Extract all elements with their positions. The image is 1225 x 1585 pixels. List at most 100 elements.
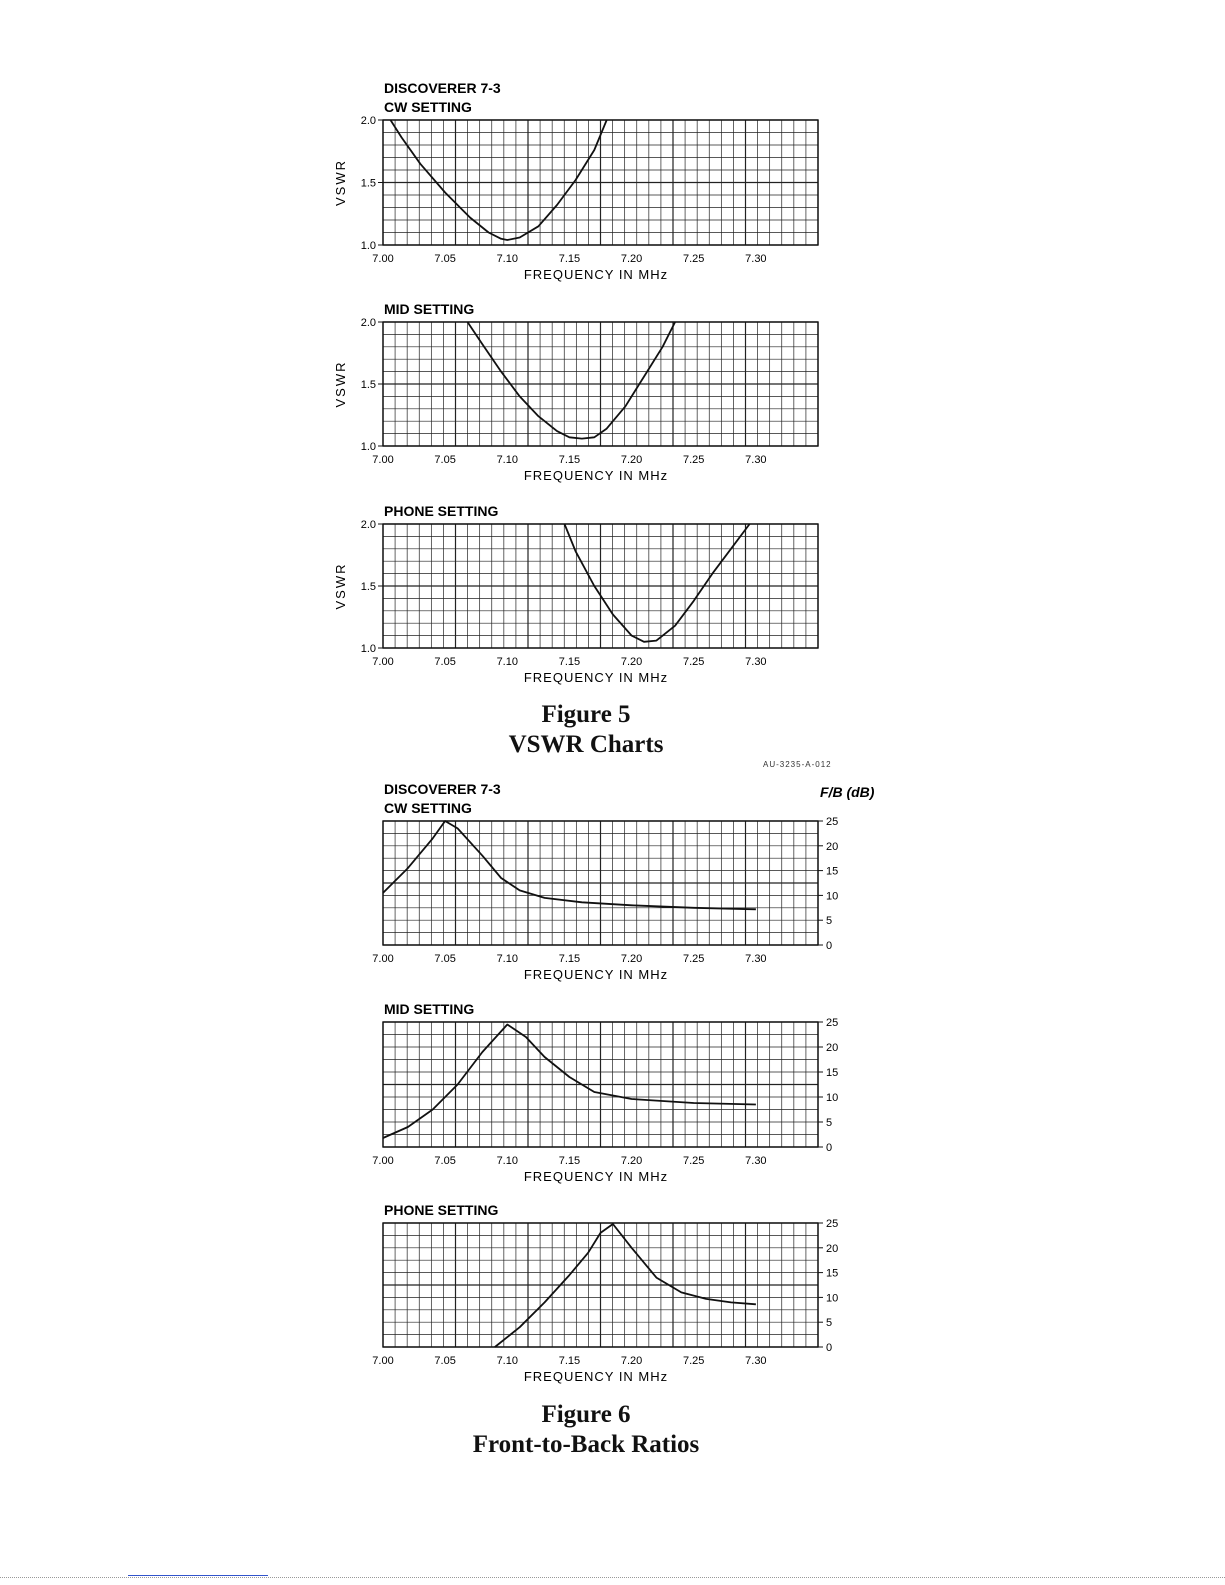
- series-line: [382, 1023, 756, 1139]
- x-tick-label: 7.20: [621, 656, 642, 668]
- y-tick-label: 5: [826, 1117, 832, 1129]
- plot-frame: [382, 820, 819, 946]
- chart-subtitle: PHONE SETTING: [384, 503, 498, 519]
- figure6-caption: Figure 6 Front-to-Back Ratios: [0, 1400, 1172, 1460]
- x-tick-label: 7.25: [683, 1155, 704, 1167]
- x-tick-label: 7.20: [621, 454, 642, 466]
- figure5-caption-number: Figure 5: [541, 701, 631, 728]
- x-tick-label: 7.00: [372, 1355, 393, 1367]
- series-line: [563, 523, 751, 643]
- y-tick-label: 5: [826, 1317, 832, 1329]
- chart-subtitle: MID SETTING: [384, 301, 474, 317]
- y-tick-label: 1.5: [361, 379, 376, 391]
- figure5-caption: Figure 5 VSWR Charts: [0, 700, 1172, 760]
- y-tick-label: 1.0: [361, 240, 376, 252]
- y-tick-label: 1.0: [361, 441, 376, 453]
- y-tick-label: 2.0: [361, 317, 376, 329]
- x-tick-label: 7.25: [683, 656, 704, 668]
- y-tick-label: 15: [826, 866, 838, 878]
- x-tick-label: 7.10: [497, 1355, 518, 1367]
- y-tick-label: 0: [826, 940, 832, 952]
- x-axis-label: FREQUENCY IN MHz: [524, 267, 668, 282]
- y-tick-label: 1.5: [361, 178, 376, 190]
- y-tick-label: 20: [826, 1243, 838, 1255]
- y-axis-label: VSWR: [333, 361, 348, 408]
- x-tick-label: 7.30: [745, 656, 766, 668]
- x-axis-label: FREQUENCY IN MHz: [524, 670, 668, 685]
- figure6-caption-number: Figure 6: [541, 1401, 631, 1428]
- y-tick-label: 25: [826, 1218, 838, 1230]
- y-tick-label: 10: [826, 1092, 838, 1104]
- series-line: [466, 321, 676, 440]
- x-tick-label: 7.10: [497, 454, 518, 466]
- footer-link-underline: [128, 1575, 268, 1576]
- chart-title: DISCOVERER 7-3: [384, 781, 501, 797]
- fb-axis-heading: F/B (dB): [820, 784, 875, 800]
- x-tick-label: 7.00: [372, 656, 393, 668]
- y-tick-label: 2.0: [361, 519, 376, 531]
- chart-subtitle: PHONE SETTING: [384, 1202, 498, 1218]
- x-axis-label: FREQUENCY IN MHz: [524, 1169, 668, 1184]
- y-tick-label: 2.0: [361, 115, 376, 127]
- x-tick-label: 7.10: [497, 656, 518, 668]
- plot-frame: [382, 1222, 819, 1348]
- footer-divider: [0, 1577, 1225, 1578]
- y-tick-label: 15: [826, 1268, 838, 1280]
- y-tick-label: 20: [826, 841, 838, 853]
- y-tick-label: 5: [826, 915, 832, 927]
- x-axis-label: FREQUENCY IN MHz: [524, 1369, 668, 1384]
- y-tick-label: 10: [826, 1292, 838, 1304]
- x-tick-label: 7.20: [621, 953, 642, 965]
- x-axis-label: FREQUENCY IN MHz: [524, 967, 668, 982]
- x-tick-label: 7.30: [745, 1155, 766, 1167]
- x-tick-label: 7.00: [372, 454, 393, 466]
- x-tick-label: 7.25: [683, 454, 704, 466]
- x-tick-label: 7.05: [434, 1355, 455, 1367]
- y-tick-label: 0: [826, 1342, 832, 1354]
- y-axis-label: VSWR: [333, 563, 348, 610]
- x-tick-label: 7.10: [497, 953, 518, 965]
- figure6-caption-title: Front-to-Back Ratios: [472, 1431, 700, 1458]
- x-tick-label: 7.30: [745, 1355, 766, 1367]
- x-tick-label: 7.25: [683, 1355, 704, 1367]
- y-tick-label: 25: [826, 816, 838, 828]
- y-tick-label: 1.5: [361, 581, 376, 593]
- x-tick-label: 7.25: [683, 253, 704, 265]
- chart-title: DISCOVERER 7-3: [384, 80, 501, 96]
- figure5-caption-title: VSWR Charts: [508, 731, 664, 758]
- x-tick-label: 7.15: [559, 953, 580, 965]
- x-tick-label: 7.10: [497, 1155, 518, 1167]
- x-tick-label: 7.00: [372, 253, 393, 265]
- chart-subtitle: MID SETTING: [384, 1001, 474, 1017]
- y-tick-label: 1.0: [361, 643, 376, 655]
- y-tick-label: 25: [826, 1017, 838, 1029]
- chart-subtitle: CW SETTING: [384, 99, 472, 115]
- x-tick-label: 7.05: [434, 253, 455, 265]
- y-axis-label: VSWR: [333, 159, 348, 206]
- x-tick-label: 7.25: [683, 953, 704, 965]
- x-tick-label: 7.05: [434, 656, 455, 668]
- x-tick-label: 7.15: [559, 253, 580, 265]
- series-line: [494, 1223, 756, 1348]
- x-tick-label: 7.15: [559, 656, 580, 668]
- figure5-code: AU-3235-A-012: [763, 760, 832, 769]
- x-axis-label: FREQUENCY IN MHz: [524, 468, 668, 483]
- y-tick-label: 10: [826, 890, 838, 902]
- chart-subtitle: CW SETTING: [384, 800, 472, 816]
- series-line: [389, 119, 608, 241]
- x-tick-label: 7.15: [559, 1155, 580, 1167]
- x-tick-label: 7.00: [372, 953, 393, 965]
- x-tick-label: 7.30: [745, 454, 766, 466]
- plot-frame: [382, 1021, 819, 1148]
- y-tick-label: 0: [826, 1142, 832, 1154]
- x-tick-label: 7.30: [745, 953, 766, 965]
- x-tick-label: 7.05: [434, 454, 455, 466]
- y-tick-label: 20: [826, 1042, 838, 1054]
- x-tick-label: 7.20: [621, 1155, 642, 1167]
- x-tick-label: 7.20: [621, 253, 642, 265]
- x-tick-label: 7.30: [745, 253, 766, 265]
- x-tick-label: 7.10: [497, 253, 518, 265]
- x-tick-label: 7.15: [559, 454, 580, 466]
- x-tick-label: 7.00: [372, 1155, 393, 1167]
